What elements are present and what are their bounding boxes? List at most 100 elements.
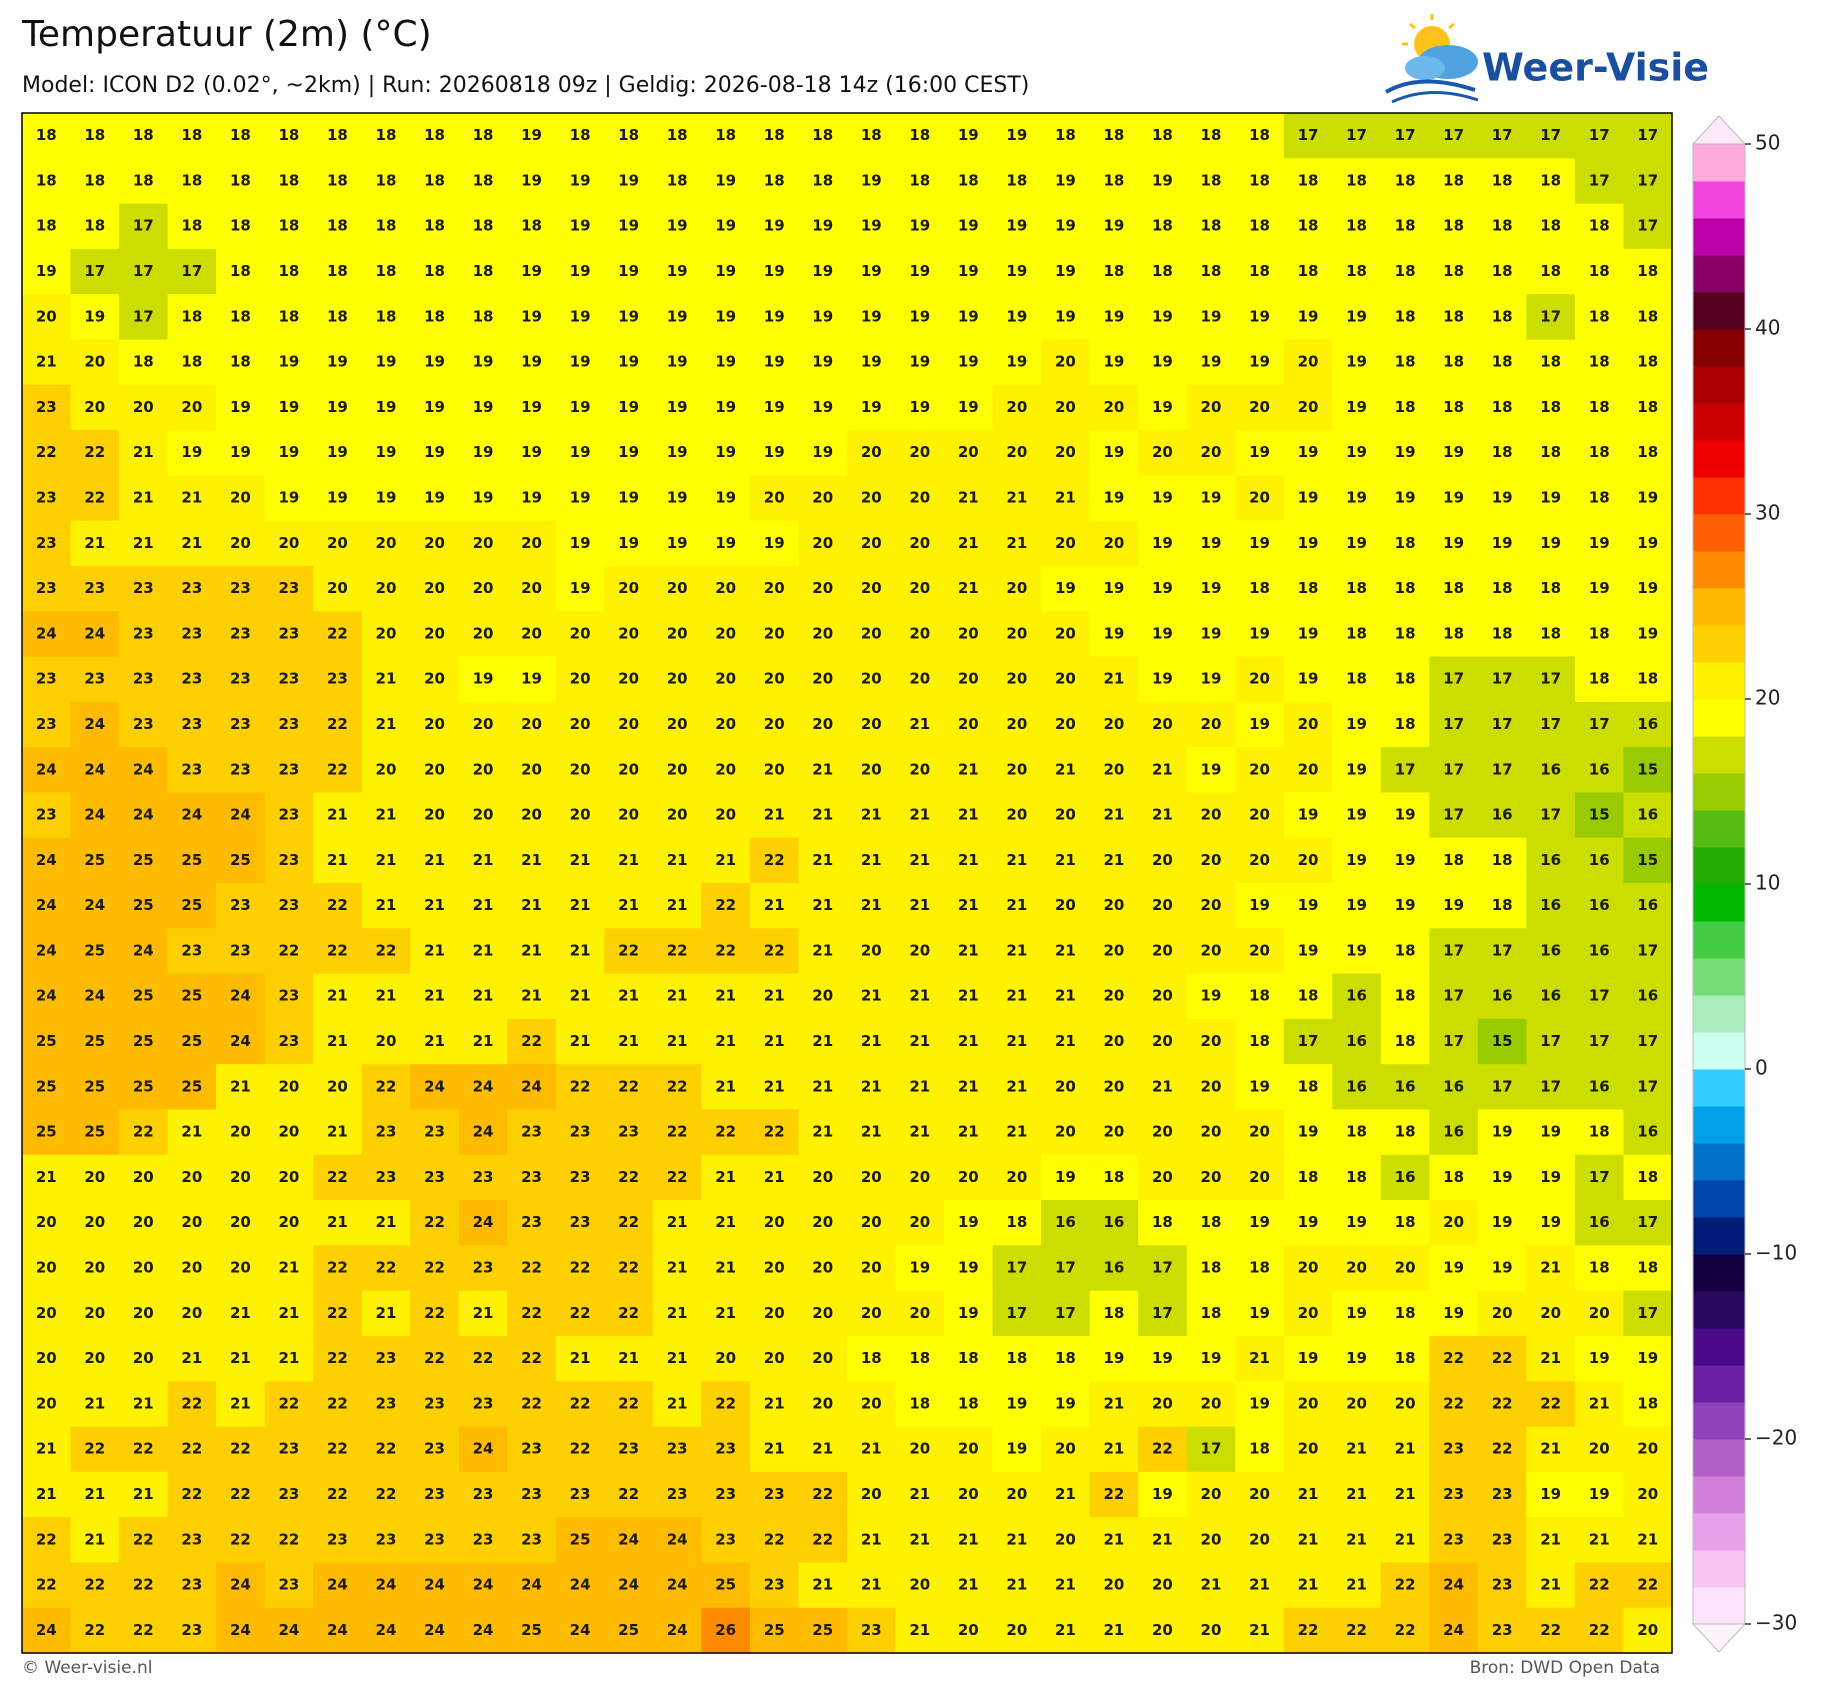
temp-cell [313,837,363,884]
temp-cell [1429,973,1479,1020]
temp-cell [410,203,460,250]
temp-cell [992,1109,1042,1156]
temp-label: 23 [861,1621,882,1639]
colorbar-segment [1693,662,1745,700]
temp-cell [992,520,1042,567]
temp-label: 21 [278,1349,299,1367]
temp-cell [1574,1290,1625,1337]
temp-cell [1332,1517,1382,1564]
temp-label: 21 [958,1032,979,1050]
temp-cell [847,1290,897,1337]
temp-cell [604,1200,654,1246]
temp-label: 20 [1298,760,1319,778]
temp-label: 23 [1492,1530,1513,1548]
temp-cell [313,1471,363,1518]
temp-cell [895,1018,945,1065]
temp-cell [652,1335,703,1382]
temp-label: 22 [84,1440,105,1458]
temp-label: 19 [1249,1394,1270,1412]
temp-label: 19 [1346,398,1367,416]
temp-cell [1574,1154,1625,1201]
temp-cell [701,1064,751,1111]
temp-cell [944,203,994,250]
temp-label: 19 [1395,806,1416,824]
temp-label: 20 [715,715,736,733]
temp-label: 18 [1492,353,1513,371]
temp-label: 17 [1589,171,1610,189]
temp-label: 19 [812,398,833,416]
temp-cell [1186,1245,1236,1292]
temp-label: 22 [327,760,348,778]
temp-label: 22 [1540,1621,1561,1639]
temp-cell [1186,520,1236,567]
temp-label: 21 [473,896,494,914]
temp-label: 21 [1152,806,1173,824]
temp-label: 18 [1055,1349,1076,1367]
temp-cell [216,430,266,476]
temp-label: 18 [1152,217,1173,235]
temp-cell [652,294,703,341]
temp-cell [604,384,654,431]
temp-label: 23 [133,670,154,688]
temp-cell [1235,656,1285,703]
temp-label: 19 [1298,307,1319,325]
temp-label: 22 [618,1213,639,1231]
temp-cell [264,611,314,658]
temp-cell [119,1154,169,1201]
temp-cell [749,1200,800,1246]
temp-label: 23 [521,1123,542,1141]
temp-cell [1283,747,1333,794]
temp-label: 20 [133,1304,154,1322]
temp-cell [119,1381,169,1428]
temp-label: 18 [424,171,445,189]
temp-label: 19 [667,489,688,507]
temp-label: 20 [36,1259,57,1277]
temp-label: 20 [570,624,591,642]
temp-label: 21 [861,1530,882,1548]
temp-cell [604,565,654,612]
temp-cell [167,384,217,431]
temp-label: 22 [1395,1576,1416,1594]
temp-label: 19 [618,398,639,416]
temp-cell [992,1381,1042,1428]
temp-cell [555,883,605,929]
temp-cell [604,113,654,159]
temp-cell [264,1245,314,1292]
temp-cell [1477,565,1528,612]
temp-cell [798,1471,848,1518]
temp-cell [1429,792,1479,839]
temp-cell [361,565,411,612]
temp-label: 21 [667,1259,688,1277]
temp-cell [1138,1018,1188,1065]
temp-cell [604,430,654,476]
temp-cell [1623,475,1673,522]
temp-cell [1574,384,1625,431]
temp-cell [1477,339,1528,386]
temp-cell [1235,837,1285,884]
temp-cell [1380,203,1430,250]
temp-cell [1332,1290,1382,1337]
temp-cell [652,837,703,884]
temp-label: 20 [861,579,882,597]
temp-label: 24 [36,896,57,914]
temp-label: 20 [570,806,591,824]
temp-label: 21 [764,1168,785,1186]
temp-label: 22 [36,1576,57,1594]
temp-label: 19 [1540,489,1561,507]
temp-label: 23 [570,1213,591,1231]
temp-label: 21 [1298,1485,1319,1503]
temp-cell [1429,1109,1479,1156]
temp-label: 18 [230,217,251,235]
temp-label: 22 [764,1123,785,1141]
temp-cell [1235,339,1285,386]
temp-cell [1186,883,1236,929]
temp-cell [1526,248,1576,295]
temp-cell [264,928,314,975]
temp-cell [1235,701,1285,748]
temp-cell [1380,520,1430,567]
temp-cell [507,565,557,612]
temp-label: 18 [570,126,591,144]
temp-label: 23 [376,1349,397,1367]
temp-cell [992,430,1042,476]
temp-label: 20 [1249,1123,1270,1141]
